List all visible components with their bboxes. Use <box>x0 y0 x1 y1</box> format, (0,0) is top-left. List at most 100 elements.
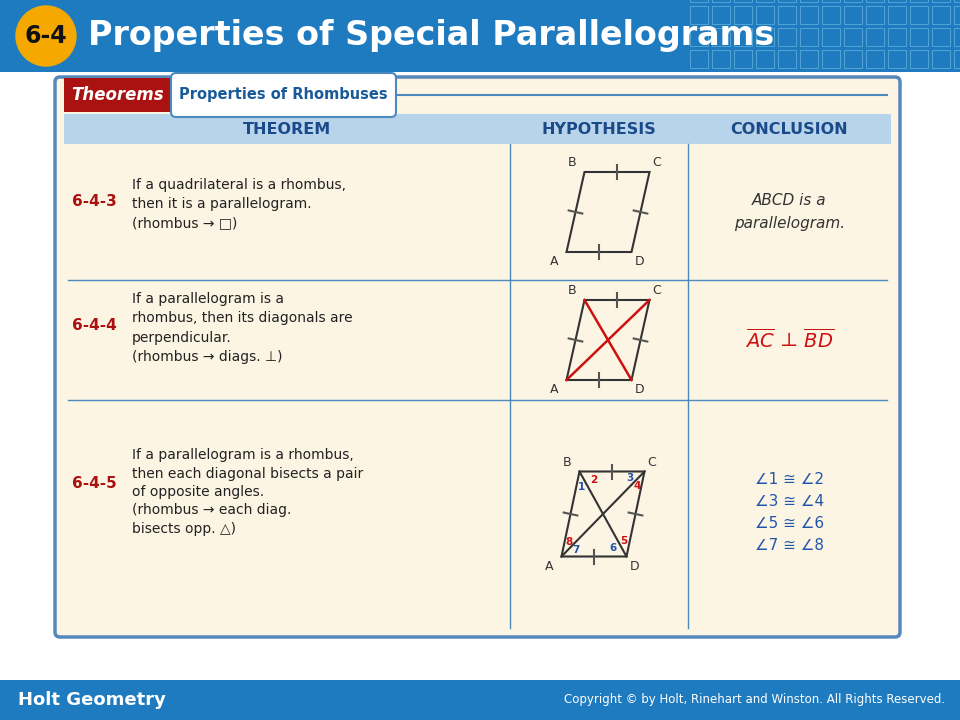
Bar <box>756 28 774 46</box>
Bar <box>866 28 884 46</box>
Bar <box>778 28 796 46</box>
Bar <box>712 28 730 46</box>
Bar <box>0 0 960 72</box>
Text: 6-4-4: 6-4-4 <box>72 318 117 333</box>
Text: 2: 2 <box>589 474 597 485</box>
Bar <box>910 6 928 24</box>
Text: Properties of Rhombuses: Properties of Rhombuses <box>180 88 388 102</box>
Bar <box>778 0 796 2</box>
Text: Theorems: Theorems <box>72 86 164 104</box>
Text: B: B <box>568 156 577 169</box>
Bar <box>800 50 818 68</box>
Text: A: A <box>545 559 554 572</box>
Bar <box>690 6 708 24</box>
Text: C: C <box>653 156 661 169</box>
Bar <box>64 114 891 144</box>
Text: Copyright © by Holt, Rinehart and Winston. All Rights Reserved.: Copyright © by Holt, Rinehart and Winsto… <box>564 693 945 706</box>
Bar <box>932 50 950 68</box>
Bar <box>734 28 752 46</box>
Text: 1: 1 <box>578 482 586 492</box>
Text: A: A <box>550 255 559 268</box>
Text: D: D <box>630 559 639 572</box>
Bar <box>734 0 752 2</box>
Bar <box>822 50 840 68</box>
Bar <box>954 28 960 46</box>
Text: ∠7 ≅ ∠8: ∠7 ≅ ∠8 <box>755 538 824 552</box>
Bar <box>866 6 884 24</box>
Bar <box>844 28 862 46</box>
Bar <box>910 50 928 68</box>
Text: 5: 5 <box>620 536 628 546</box>
Bar <box>690 0 708 2</box>
Bar <box>888 50 906 68</box>
Text: D: D <box>635 255 644 268</box>
FancyBboxPatch shape <box>171 73 396 117</box>
Bar <box>910 0 928 2</box>
Bar <box>800 6 818 24</box>
Bar <box>954 0 960 2</box>
FancyBboxPatch shape <box>55 77 900 637</box>
Text: Holt Geometry: Holt Geometry <box>18 691 166 709</box>
Bar <box>778 6 796 24</box>
Bar <box>822 0 840 2</box>
Bar <box>0 680 960 720</box>
Bar <box>756 50 774 68</box>
Text: ∠3 ≅ ∠4: ∠3 ≅ ∠4 <box>755 493 824 508</box>
Bar <box>712 0 730 2</box>
Text: HYPOTHESIS: HYPOTHESIS <box>541 122 657 137</box>
Text: ABCD is a
parallelogram.: ABCD is a parallelogram. <box>734 194 845 230</box>
Text: ∠5 ≅ ∠6: ∠5 ≅ ∠6 <box>755 516 824 531</box>
Text: If a quadrilateral is a rhombus,
then it is a parallelogram.
(rhombus → □): If a quadrilateral is a rhombus, then it… <box>132 178 346 230</box>
Bar <box>844 6 862 24</box>
Bar <box>954 6 960 24</box>
Text: ∠1 ≅ ∠2: ∠1 ≅ ∠2 <box>755 472 824 487</box>
Text: C: C <box>653 284 661 297</box>
Bar <box>844 50 862 68</box>
Bar <box>932 0 950 2</box>
Bar <box>712 50 730 68</box>
Circle shape <box>16 6 76 66</box>
Text: D: D <box>635 383 644 396</box>
Bar <box>910 28 928 46</box>
Bar <box>756 6 774 24</box>
Text: 6: 6 <box>609 544 616 554</box>
Bar <box>822 28 840 46</box>
Bar <box>844 0 862 2</box>
Bar <box>712 6 730 24</box>
Bar <box>800 28 818 46</box>
Bar <box>64 78 172 112</box>
Text: B: B <box>563 456 571 469</box>
Bar <box>800 0 818 2</box>
Text: 3: 3 <box>626 473 634 482</box>
Bar <box>756 0 774 2</box>
Text: 7: 7 <box>572 545 580 555</box>
Bar <box>888 28 906 46</box>
Text: 4: 4 <box>634 481 640 490</box>
Text: THEOREM: THEOREM <box>243 122 331 137</box>
Bar <box>690 28 708 46</box>
Bar <box>778 50 796 68</box>
Text: 6-4-5: 6-4-5 <box>72 477 117 492</box>
Text: 6-4-3: 6-4-3 <box>72 194 117 210</box>
Text: C: C <box>647 456 657 469</box>
Text: CONCLUSION: CONCLUSION <box>731 122 849 137</box>
Bar <box>734 50 752 68</box>
Text: If a parallelogram is a
rhombus, then its diagonals are
perpendicular.
(rhombus : If a parallelogram is a rhombus, then it… <box>132 292 352 364</box>
Bar <box>822 6 840 24</box>
Bar <box>866 50 884 68</box>
Text: Properties of Special Parallelograms: Properties of Special Parallelograms <box>88 19 775 53</box>
Text: If a parallelogram is a rhombus,
then each diagonal bisects a pair
of opposite a: If a parallelogram is a rhombus, then ea… <box>132 448 363 536</box>
Text: 8: 8 <box>565 537 573 547</box>
Bar <box>690 50 708 68</box>
Bar <box>932 28 950 46</box>
Bar <box>888 6 906 24</box>
Bar <box>866 0 884 2</box>
Bar <box>954 50 960 68</box>
Text: A: A <box>550 383 559 396</box>
Text: $\overline{AC}$ ⊥ $\overline{BD}$: $\overline{AC}$ ⊥ $\overline{BD}$ <box>745 328 834 352</box>
Bar <box>932 6 950 24</box>
Text: 6-4: 6-4 <box>25 24 67 48</box>
Text: B: B <box>568 284 577 297</box>
Bar <box>888 0 906 2</box>
Bar <box>734 6 752 24</box>
